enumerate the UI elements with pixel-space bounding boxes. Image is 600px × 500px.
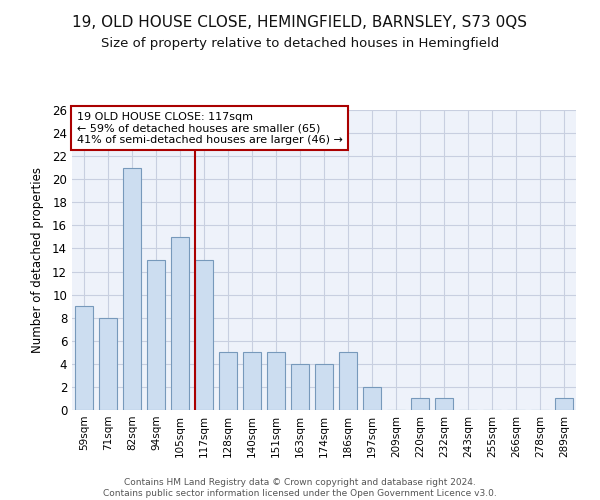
Bar [411, 398, 429, 410]
Y-axis label: Number of detached properties: Number of detached properties [31, 167, 44, 353]
Bar [267, 352, 285, 410]
Bar [171, 237, 189, 410]
Bar [315, 364, 333, 410]
Text: 19 OLD HOUSE CLOSE: 117sqm
← 59% of detached houses are smaller (65)
41% of semi: 19 OLD HOUSE CLOSE: 117sqm ← 59% of deta… [77, 112, 343, 144]
Text: Contains HM Land Registry data © Crown copyright and database right 2024.
Contai: Contains HM Land Registry data © Crown c… [103, 478, 497, 498]
Bar [291, 364, 309, 410]
Text: 19, OLD HOUSE CLOSE, HEMINGFIELD, BARNSLEY, S73 0QS: 19, OLD HOUSE CLOSE, HEMINGFIELD, BARNSL… [73, 15, 527, 30]
Bar [123, 168, 141, 410]
Bar [339, 352, 357, 410]
Bar [363, 387, 381, 410]
Text: Size of property relative to detached houses in Hemingfield: Size of property relative to detached ho… [101, 38, 499, 51]
Bar [147, 260, 165, 410]
Bar [99, 318, 117, 410]
Bar [555, 398, 573, 410]
Bar [219, 352, 237, 410]
Bar [243, 352, 261, 410]
Bar [195, 260, 213, 410]
Bar [75, 306, 93, 410]
Bar [435, 398, 453, 410]
